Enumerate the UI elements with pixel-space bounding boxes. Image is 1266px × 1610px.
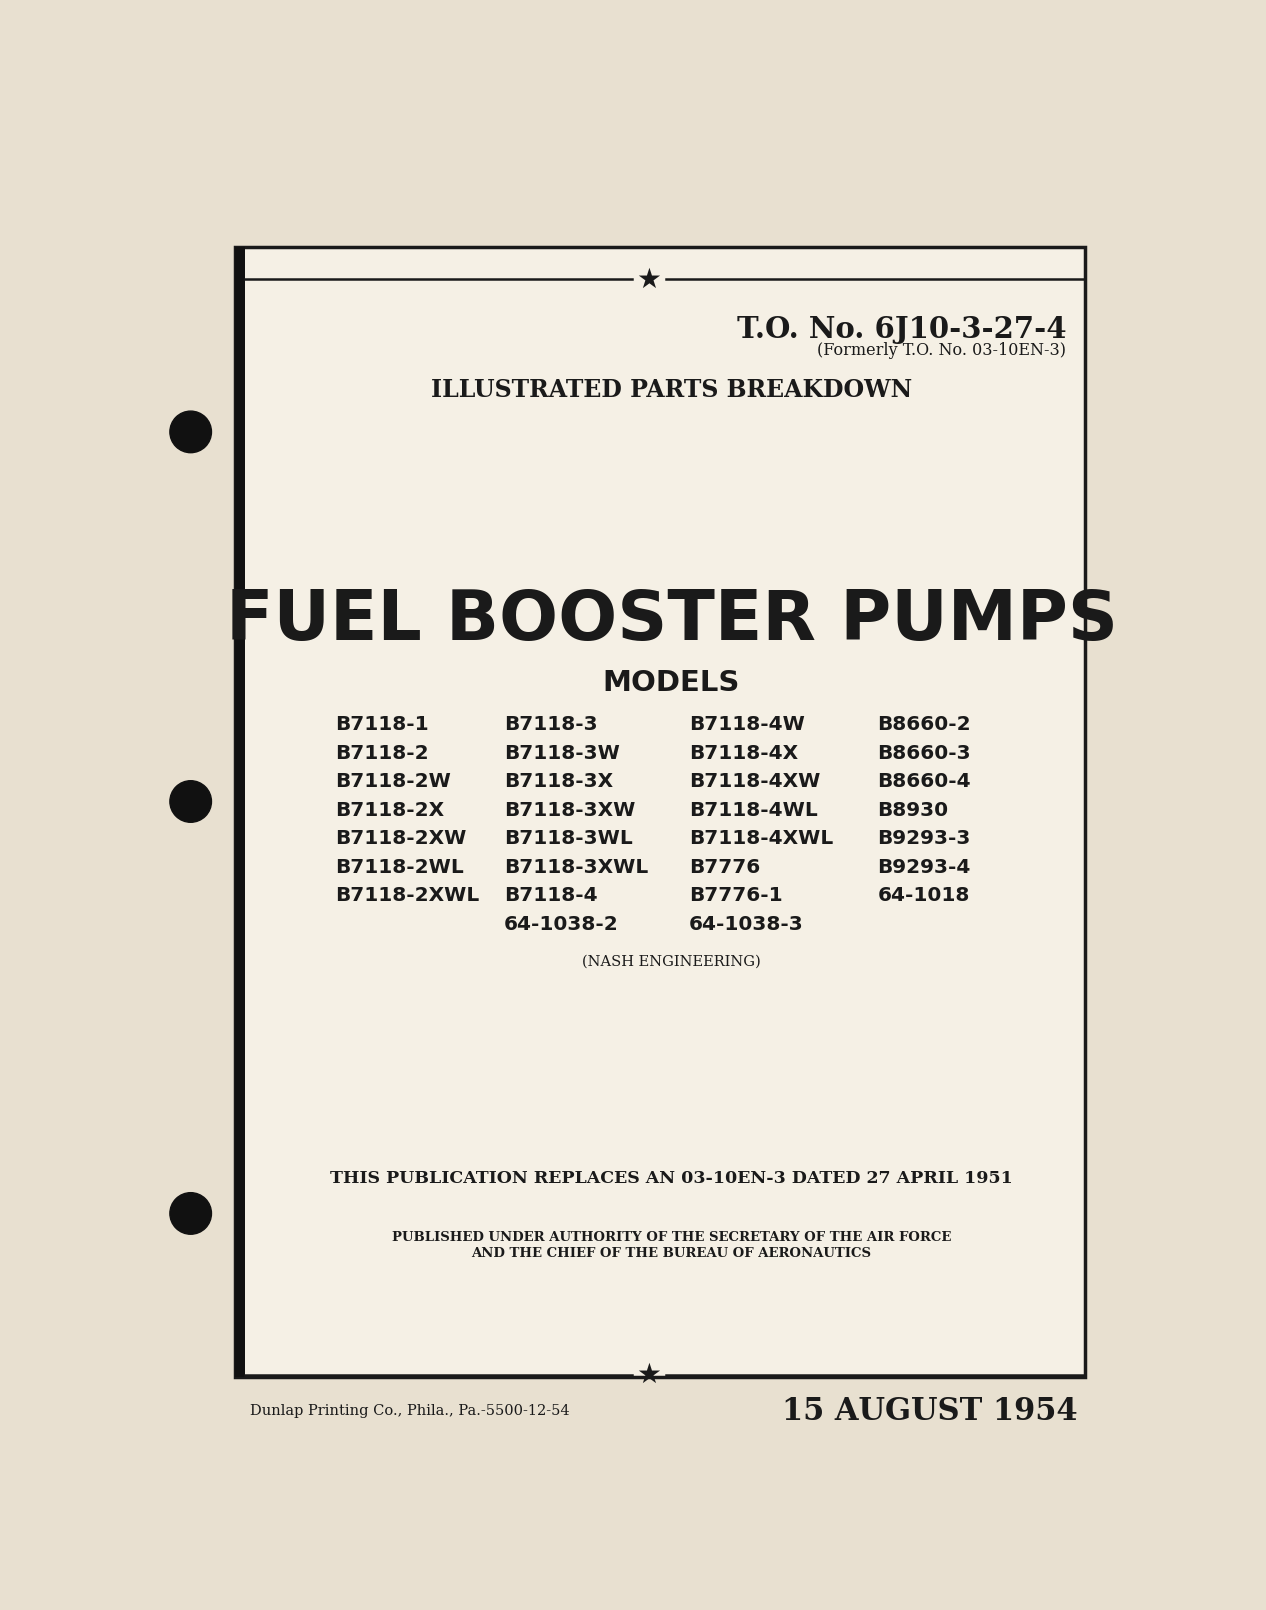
Text: (Formerly T.O. No. 03-10EN-3): (Formerly T.O. No. 03-10EN-3) bbox=[817, 341, 1066, 359]
Text: 64-1038-2: 64-1038-2 bbox=[504, 914, 619, 934]
Text: B8930: B8930 bbox=[877, 800, 948, 819]
Text: B7118-4XWL: B7118-4XWL bbox=[689, 829, 833, 848]
Text: B7118-3X: B7118-3X bbox=[504, 773, 613, 791]
Bar bbox=[234, 246, 1085, 1378]
Text: B9293-4: B9293-4 bbox=[877, 858, 971, 877]
Text: B7118-2WL: B7118-2WL bbox=[334, 858, 463, 877]
Text: B8660-3: B8660-3 bbox=[877, 744, 971, 763]
Text: B8660-4: B8660-4 bbox=[877, 773, 971, 791]
Text: PUBLISHED UNDER AUTHORITY OF THE SECRETARY OF THE AIR FORCE: PUBLISHED UNDER AUTHORITY OF THE SECRETA… bbox=[392, 1232, 951, 1245]
Text: B7118-3: B7118-3 bbox=[504, 715, 598, 734]
Text: ILLUSTRATED PARTS BREAKDOWN: ILLUSTRATED PARTS BREAKDOWN bbox=[430, 378, 913, 402]
Text: B7776-1: B7776-1 bbox=[689, 886, 782, 905]
Text: Dunlap Printing Co., Phila., Pa.-5500-12-54: Dunlap Printing Co., Phila., Pa.-5500-12… bbox=[249, 1404, 570, 1418]
Text: 15 AUGUST 1954: 15 AUGUST 1954 bbox=[782, 1396, 1077, 1426]
Text: 64-1038-3: 64-1038-3 bbox=[689, 914, 804, 934]
Text: B9293-3: B9293-3 bbox=[877, 829, 971, 848]
Text: B8660-2: B8660-2 bbox=[877, 715, 971, 734]
Text: B7118-3W: B7118-3W bbox=[504, 744, 620, 763]
Bar bbox=[234, 246, 244, 1378]
Text: T.O. No. 6J10-3-27-4: T.O. No. 6J10-3-27-4 bbox=[737, 316, 1066, 345]
Text: B7118-3XW: B7118-3XW bbox=[504, 800, 636, 819]
Text: B7118-4: B7118-4 bbox=[504, 886, 598, 905]
Text: B7118-4X: B7118-4X bbox=[689, 744, 798, 763]
Text: THIS PUBLICATION REPLACES AN 03-10EN-3 DATED 27 APRIL 1951: THIS PUBLICATION REPLACES AN 03-10EN-3 D… bbox=[330, 1169, 1013, 1187]
Text: B7118-1: B7118-1 bbox=[334, 715, 428, 734]
Circle shape bbox=[170, 411, 211, 452]
Text: B7118-2XW: B7118-2XW bbox=[334, 829, 466, 848]
Circle shape bbox=[170, 1193, 211, 1235]
Text: ★: ★ bbox=[637, 266, 661, 293]
Text: ★: ★ bbox=[637, 1360, 661, 1389]
Text: B7118-2XWL: B7118-2XWL bbox=[334, 886, 479, 905]
Text: B7118-3XWL: B7118-3XWL bbox=[504, 858, 648, 877]
Text: MODELS: MODELS bbox=[603, 670, 741, 697]
Text: 64-1018: 64-1018 bbox=[877, 886, 970, 905]
Text: AND THE CHIEF OF THE BUREAU OF AERONAUTICS: AND THE CHIEF OF THE BUREAU OF AERONAUTI… bbox=[471, 1246, 871, 1259]
Text: B7118-4XW: B7118-4XW bbox=[689, 773, 820, 791]
Circle shape bbox=[170, 781, 211, 823]
Text: (NASH ENGINEERING): (NASH ENGINEERING) bbox=[582, 955, 761, 969]
Text: FUEL BOOSTER PUMPS: FUEL BOOSTER PUMPS bbox=[225, 588, 1118, 654]
Text: B7118-4W: B7118-4W bbox=[689, 715, 805, 734]
Text: B7118-2: B7118-2 bbox=[334, 744, 428, 763]
Text: B7118-4WL: B7118-4WL bbox=[689, 800, 818, 819]
Text: B7118-2W: B7118-2W bbox=[334, 773, 451, 791]
Text: B7118-3WL: B7118-3WL bbox=[504, 829, 633, 848]
Text: B7118-2X: B7118-2X bbox=[334, 800, 444, 819]
Text: B7776: B7776 bbox=[689, 858, 760, 877]
